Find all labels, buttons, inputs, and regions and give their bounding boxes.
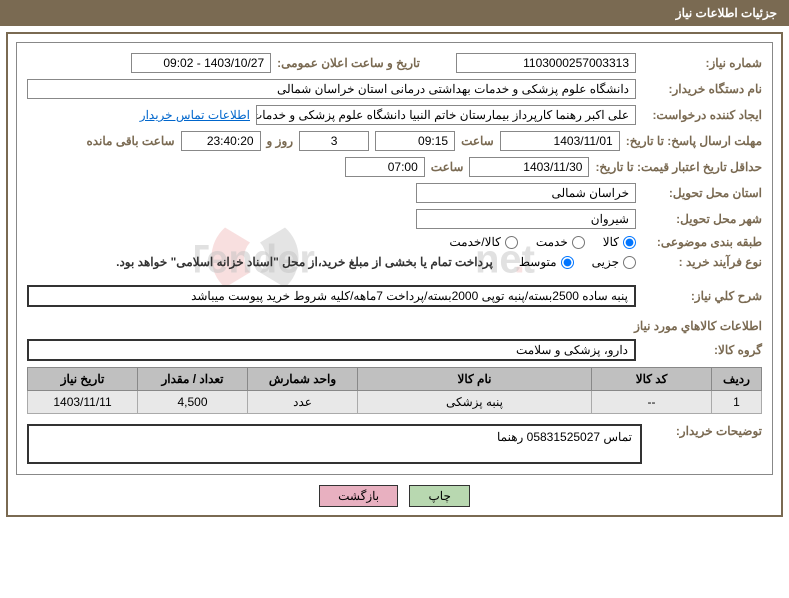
- creator-label: ایجاد کننده درخواست:: [642, 108, 762, 122]
- radio-partial-label: جزیی: [592, 255, 619, 269]
- radio-goods-service[interactable]: کالا/خدمت: [449, 235, 517, 249]
- need-number-value: 1103000257003313: [456, 53, 636, 73]
- category-radio-group: کالا خدمت کالا/خدمت: [449, 235, 636, 249]
- td-code: --: [592, 391, 712, 414]
- row-category: طبقه بندی موضوعی: کالا خدمت کالا/خدمت: [27, 235, 762, 249]
- category-label: طبقه بندی موضوعی:: [642, 235, 762, 249]
- row-buyer-org: نام دستگاه خریدار: دانشگاه علوم پزشکی و …: [27, 79, 762, 99]
- buyer-org-value: دانشگاه علوم پزشکی و خدمات بهداشتی درمان…: [27, 79, 636, 99]
- radio-partial-input[interactable]: [623, 256, 636, 269]
- th-code: کد کالا: [592, 368, 712, 391]
- table-row: 1 -- پنبه پزشکی عدد 4,500 1403/11/11: [28, 391, 762, 414]
- row-city: شهر محل تحویل: شیروان: [27, 209, 762, 229]
- row-validity: حداقل تاریخ اعتبار قیمت: تا تاریخ: 1403/…: [27, 157, 762, 177]
- need-number-label: شماره نیاز:: [642, 56, 762, 70]
- radio-service-input[interactable]: [572, 236, 585, 249]
- goods-group-label: گروه کالا:: [642, 343, 762, 357]
- goods-section-title: اطلاعات کالاهاي مورد نياز: [27, 319, 762, 333]
- deadline-label: مهلت ارسال پاسخ: تا تاریخ:: [626, 134, 762, 148]
- row-creator: ایجاد کننده درخواست: علی اکبر رهنما کارپ…: [27, 105, 762, 125]
- row-deadline: مهلت ارسال پاسخ: تا تاریخ: 1403/11/01 سا…: [27, 131, 762, 151]
- radio-service[interactable]: خدمت: [536, 235, 585, 249]
- th-unit: واحد شمارش: [248, 368, 358, 391]
- validity-date: 1403/11/30: [469, 157, 589, 177]
- creator-value: علی اکبر رهنما کارپرداز بیمارستان خاتم ا…: [256, 105, 636, 125]
- goods-table: ردیف کد کالا نام کالا واحد شمارش تعداد /…: [27, 367, 762, 414]
- th-date: تاریخ نیاز: [28, 368, 138, 391]
- process-radio-group: جزیی متوسط: [519, 255, 636, 269]
- th-row: ردیف: [712, 368, 762, 391]
- td-row: 1: [712, 391, 762, 414]
- validity-time: 07:00: [345, 157, 425, 177]
- radio-medium-label: متوسط: [519, 255, 557, 269]
- buyer-org-label: نام دستگاه خریدار:: [642, 82, 762, 96]
- buyer-notes-value: تماس 05831525027 رهنما: [27, 424, 642, 464]
- row-need-number: شماره نیاز: 1103000257003313 تاریخ و ساع…: [27, 53, 762, 73]
- hour-label-1: ساعت: [461, 134, 494, 148]
- page-title: جزئیات اطلاعات نیاز: [676, 6, 777, 20]
- validity-label: حداقل تاریخ اعتبار قیمت: تا تاریخ:: [595, 160, 762, 174]
- days-value: 3: [299, 131, 369, 151]
- td-name: پنبه پزشکی: [358, 391, 592, 414]
- th-name: نام کالا: [358, 368, 592, 391]
- deadline-date: 1403/11/01: [500, 131, 620, 151]
- radio-goods[interactable]: کالا: [603, 235, 636, 249]
- buyer-notes-box: توضيحات خريدار: تماس 05831525027 رهنما: [27, 424, 762, 464]
- th-qty: تعداد / مقدار: [138, 368, 248, 391]
- radio-goods-input[interactable]: [623, 236, 636, 249]
- goods-group-value: دارو، پزشکی و سلامت: [27, 339, 636, 361]
- province-value: خراسان شمالی: [416, 183, 636, 203]
- summary-value: پنبه ساده 2500بسته/پنبه توپی 2000بسته/پر…: [27, 285, 636, 307]
- summary-label: شرح کلي نياز:: [642, 289, 762, 303]
- announce-value: 1403/10/27 - 09:02: [131, 53, 271, 73]
- radio-goods-service-input[interactable]: [505, 236, 518, 249]
- td-qty: 4,500: [138, 391, 248, 414]
- row-province: استان محل تحویل: خراسان شمالی: [27, 183, 762, 203]
- td-date: 1403/11/11: [28, 391, 138, 414]
- row-process: نوع فرآیند خرید : جزیی متوسط پرداخت تمام…: [27, 255, 762, 269]
- payment-note: پرداخت تمام یا بخشی از مبلغ خرید،از محل …: [116, 255, 493, 269]
- main-container: AriaTender . net شماره نیاز: 11030002570…: [6, 32, 783, 517]
- deadline-time: 09:15: [375, 131, 455, 151]
- countdown: 23:40:20: [181, 131, 261, 151]
- table-header-row: ردیف کد کالا نام کالا واحد شمارش تعداد /…: [28, 368, 762, 391]
- province-label: استان محل تحویل:: [642, 186, 762, 200]
- buyer-notes-label: توضيحات خريدار:: [642, 424, 762, 464]
- row-goods-group: گروه کالا: دارو، پزشکی و سلامت: [27, 339, 762, 361]
- contact-link[interactable]: اطلاعات تماس خریدار: [140, 108, 250, 122]
- page-header: جزئیات اطلاعات نیاز: [0, 0, 789, 26]
- days-label: روز و: [267, 134, 294, 148]
- radio-goods-label: کالا: [603, 235, 619, 249]
- td-unit: عدد: [248, 391, 358, 414]
- process-label: نوع فرآیند خرید :: [642, 255, 762, 269]
- back-button[interactable]: بازگشت: [319, 485, 398, 507]
- announce-label: تاریخ و ساعت اعلان عمومی:: [277, 56, 420, 70]
- print-button[interactable]: چاپ: [409, 485, 469, 507]
- radio-medium-input[interactable]: [561, 256, 574, 269]
- city-value: شیروان: [416, 209, 636, 229]
- row-summary: شرح کلي نياز: پنبه ساده 2500بسته/پنبه تو…: [27, 285, 762, 307]
- hour-label-2: ساعت: [431, 160, 464, 174]
- form-box: AriaTender . net شماره نیاز: 11030002570…: [16, 42, 773, 475]
- radio-goods-service-label: کالا/خدمت: [449, 235, 500, 249]
- city-label: شهر محل تحویل:: [642, 212, 762, 226]
- button-row: چاپ بازگشت: [16, 485, 773, 507]
- radio-service-label: خدمت: [536, 235, 568, 249]
- radio-medium[interactable]: متوسط: [519, 255, 574, 269]
- remaining-label: ساعت باقی مانده: [86, 134, 174, 148]
- radio-partial[interactable]: جزیی: [592, 255, 636, 269]
